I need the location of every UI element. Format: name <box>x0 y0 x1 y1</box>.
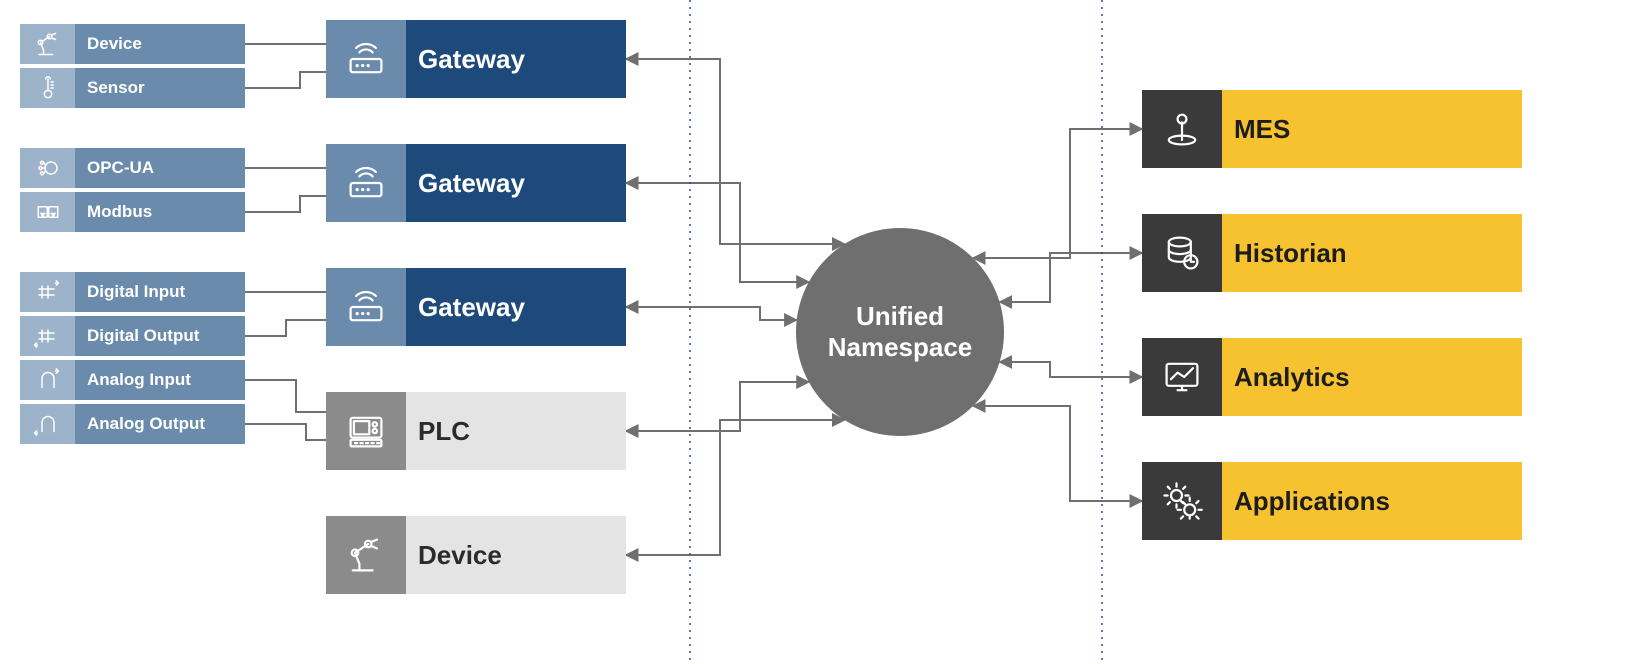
opcua-label: OPC-UA <box>75 148 245 188</box>
connector <box>626 183 809 282</box>
hash-in-icon <box>20 272 75 312</box>
apps-box: Applications <box>1142 462 1522 540</box>
ain-box: Analog Input <box>20 360 245 400</box>
dout-label: Digital Output <box>75 316 245 356</box>
hub-label-line2: Namespace <box>828 332 973 363</box>
din-label: Digital Input <box>75 272 245 312</box>
connector <box>245 380 326 412</box>
gateway-icon <box>326 20 406 98</box>
gw1-box: Gateway <box>326 20 626 98</box>
connector <box>1000 253 1142 302</box>
hist-label: Historian <box>1222 214 1522 292</box>
hub-label-line1: Unified <box>828 301 973 332</box>
aout-box: Analog Output <box>20 404 245 444</box>
ain-label: Analog Input <box>75 360 245 400</box>
sensor-label: Sensor <box>75 68 245 108</box>
dout-box: Digital Output <box>20 316 245 356</box>
robot-arm-big-icon <box>326 516 406 594</box>
db-clock-icon <box>1142 214 1222 292</box>
connector <box>1000 362 1142 377</box>
connector <box>626 307 797 320</box>
apps-label: Applications <box>1222 462 1522 540</box>
gears-icon <box>1142 462 1222 540</box>
modbus-box: Modbus <box>20 192 245 232</box>
ana-label: Analytics <box>1222 338 1522 416</box>
gateway-icon <box>326 144 406 222</box>
arch-in-icon <box>20 360 75 400</box>
din-box: Digital Input <box>20 272 245 312</box>
gw3-box: Gateway <box>326 268 626 346</box>
gw1-label: Gateway <box>406 20 626 98</box>
chart-icon <box>1142 338 1222 416</box>
plc-label: PLC <box>406 392 626 470</box>
mes-box: MES <box>1142 90 1522 168</box>
modbus-label: Modbus <box>75 192 245 232</box>
arch-out-icon <box>20 404 75 444</box>
sensor-box: Sensor <box>20 68 245 108</box>
robot-arm-icon <box>20 24 75 64</box>
plc-icon <box>326 392 406 470</box>
gateway-icon <box>326 268 406 346</box>
hist-box: Historian <box>1142 214 1522 292</box>
plc-box: PLC <box>326 392 626 470</box>
ana-box: Analytics <box>1142 338 1522 416</box>
aout-label: Analog Output <box>75 404 245 444</box>
gw3-label: Gateway <box>406 268 626 346</box>
gw2-label: Gateway <box>406 144 626 222</box>
opcua-icon <box>20 148 75 188</box>
thermometer-icon <box>20 68 75 108</box>
connector <box>626 382 809 431</box>
mes-label: MES <box>1222 90 1522 168</box>
connector <box>973 129 1142 258</box>
hash-out-icon <box>20 316 75 356</box>
gw2-box: Gateway <box>326 144 626 222</box>
opcua-box: OPC-UA <box>20 148 245 188</box>
connector <box>245 72 326 88</box>
connector <box>245 320 326 336</box>
unified-namespace-hub: Unified Namespace <box>796 228 1004 436</box>
dev-box: Device <box>326 516 626 594</box>
joystick-icon <box>1142 90 1222 168</box>
device1-label: Device <box>75 24 245 64</box>
connector <box>626 420 845 555</box>
connector <box>245 196 326 212</box>
ports-icon <box>20 192 75 232</box>
connector <box>626 59 845 244</box>
connector <box>245 424 326 440</box>
device1-box: Device <box>20 24 245 64</box>
connector <box>973 406 1142 501</box>
dev-label: Device <box>406 516 626 594</box>
